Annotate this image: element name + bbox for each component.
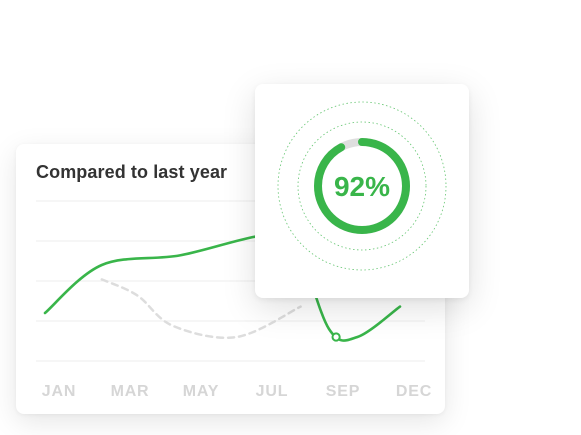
gauge-card: 92%: [255, 84, 469, 298]
gauge-value-label: 92%: [334, 171, 390, 202]
gauge-chart: 92%: [255, 84, 469, 298]
x-tick-label-jan: JAN: [42, 383, 76, 400]
x-tick-label-jul: JUL: [256, 383, 289, 400]
x-tick-label-may: MAY: [183, 383, 220, 400]
x-tick-label-mar: MAR: [111, 383, 150, 400]
chart-markers: [333, 333, 340, 340]
x-axis-labels: JAN MAR MAY JUL SEP DEC: [42, 383, 432, 400]
data-point-marker: [333, 333, 340, 340]
x-tick-label-dec: DEC: [396, 383, 432, 400]
x-tick-label-sep: SEP: [326, 383, 360, 400]
